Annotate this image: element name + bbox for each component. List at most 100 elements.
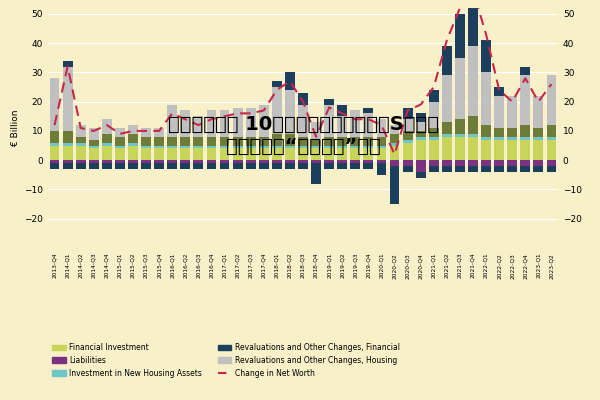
Bar	[285, 72, 295, 90]
Bar	[429, 128, 439, 137]
Bar	[455, 166, 465, 172]
Bar	[508, 137, 517, 140]
Bar	[181, 146, 190, 148]
Bar	[468, 137, 478, 160]
Bar	[337, 104, 347, 116]
Bar	[102, 163, 112, 169]
Bar	[259, 104, 269, 137]
Bar	[285, 134, 295, 146]
Bar	[63, 163, 73, 169]
Bar	[429, 160, 439, 166]
Bar	[520, 75, 530, 125]
Bar	[377, 146, 386, 148]
Bar	[115, 137, 125, 146]
Bar	[285, 90, 295, 134]
Bar	[508, 96, 517, 128]
Bar	[481, 140, 491, 160]
Bar	[468, 46, 478, 116]
Bar	[547, 160, 556, 166]
Bar	[220, 137, 229, 146]
Bar	[520, 166, 530, 172]
Bar	[115, 160, 125, 163]
Bar	[364, 163, 373, 169]
Bar	[246, 146, 256, 148]
Bar	[337, 116, 347, 137]
Bar	[533, 140, 543, 160]
Bar	[63, 143, 73, 146]
Bar	[233, 137, 242, 146]
Bar	[403, 131, 413, 140]
Bar	[442, 160, 452, 166]
Bar	[364, 113, 373, 137]
Bar	[89, 140, 98, 146]
Bar	[50, 146, 59, 160]
Bar	[416, 131, 425, 137]
Bar	[389, 125, 400, 134]
Bar	[389, 143, 400, 146]
Bar	[481, 160, 491, 166]
Bar	[455, 14, 465, 58]
Bar	[429, 90, 439, 102]
Bar	[141, 160, 151, 163]
Bar	[89, 148, 98, 160]
Bar	[128, 146, 138, 160]
Bar	[494, 128, 504, 137]
Bar	[206, 137, 217, 146]
Bar	[141, 146, 151, 148]
Bar	[350, 137, 360, 146]
Bar	[154, 137, 164, 146]
Bar	[533, 160, 543, 166]
Bar	[442, 122, 452, 134]
Bar	[494, 166, 504, 172]
Bar	[76, 125, 86, 137]
Bar	[89, 163, 98, 169]
Bar	[455, 119, 465, 134]
Bar	[89, 160, 98, 163]
Bar	[181, 160, 190, 163]
Bar	[337, 137, 347, 146]
Bar	[167, 104, 177, 137]
Bar	[298, 163, 308, 169]
Bar	[141, 148, 151, 160]
Bar	[468, 166, 478, 172]
Bar	[233, 163, 242, 169]
Bar	[181, 163, 190, 169]
Bar	[403, 119, 413, 131]
Bar	[154, 148, 164, 160]
Bar	[167, 163, 177, 169]
Bar	[547, 166, 556, 172]
Bar	[520, 125, 530, 137]
Bar	[115, 148, 125, 160]
Bar	[128, 134, 138, 143]
Bar	[481, 72, 491, 125]
Bar	[128, 125, 138, 134]
Bar	[206, 160, 217, 163]
Bar	[141, 163, 151, 169]
Bar	[128, 163, 138, 169]
Bar	[76, 146, 86, 160]
Bar	[76, 163, 86, 169]
Legend: Financial Investment, Liabilities, Investment in New Housing Assets, Revaluation: Financial Investment, Liabilities, Inves…	[52, 343, 400, 378]
Bar	[350, 110, 360, 137]
Bar	[63, 146, 73, 160]
Bar	[377, 148, 386, 160]
Bar	[311, 122, 321, 140]
Bar	[128, 160, 138, 163]
Bar	[442, 46, 452, 75]
Bar	[259, 137, 269, 146]
Bar	[429, 166, 439, 172]
Bar	[63, 131, 73, 143]
Bar	[206, 163, 217, 169]
Bar	[324, 99, 334, 104]
Bar	[337, 146, 347, 148]
Bar	[429, 140, 439, 160]
Bar	[429, 137, 439, 140]
Bar	[246, 160, 256, 163]
Bar	[167, 146, 177, 148]
Bar	[89, 146, 98, 148]
Bar	[193, 116, 203, 137]
Bar	[337, 163, 347, 169]
Bar	[416, 140, 425, 160]
Bar	[494, 137, 504, 140]
Bar	[547, 137, 556, 140]
